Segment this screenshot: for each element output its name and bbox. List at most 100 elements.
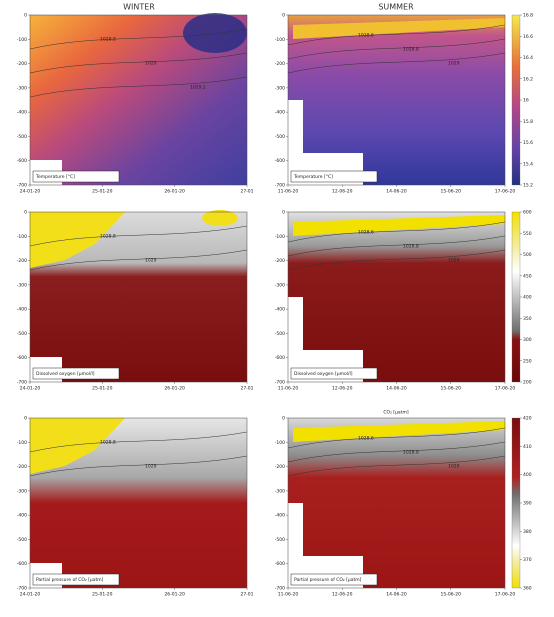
- y-tick-label: -300: [275, 282, 285, 288]
- isopycnal-label: 1028.6: [358, 230, 374, 236]
- y-tick-label: -200: [17, 258, 27, 264]
- y-tick-label: -300: [17, 282, 27, 288]
- isopycnal: [29, 28, 248, 50]
- colorbar-tick-label: 16.8: [523, 13, 533, 19]
- colorbar-tick-label: 200: [523, 380, 532, 386]
- plot-frame: [29, 417, 248, 589]
- isopycnal: [287, 427, 506, 449]
- isopycnal-label: 1028.8: [100, 37, 116, 43]
- y-tick-label: -700: [275, 586, 285, 592]
- x-tick-label: 26-01-20: [164, 386, 185, 392]
- label-box: [32, 170, 120, 183]
- colorbar-tick-label: 360: [523, 586, 532, 592]
- x-tick-label: 11-06-20: [278, 592, 299, 598]
- y-tick-label: -300: [17, 488, 27, 494]
- plot-frame: [29, 14, 248, 186]
- isopycnal-label: 1028.8: [100, 440, 116, 446]
- x-tick-label: 15-06-20: [441, 189, 462, 195]
- isopycnal-label: 1028.6: [358, 436, 374, 442]
- colorbar-tick-label: 400: [523, 472, 532, 478]
- label-box: [290, 573, 378, 586]
- y-tick-label: -100: [275, 234, 285, 240]
- heatmap-patch: [30, 212, 125, 268]
- y-tick-label: -200: [275, 61, 285, 67]
- heatmap-patch: [202, 210, 238, 226]
- colorbar: [511, 211, 521, 383]
- colorbar-tick-label: 300: [523, 337, 532, 343]
- y-tick-label: -400: [17, 307, 27, 313]
- isopycnal: [287, 441, 506, 463]
- isopycnal-label: 1029: [448, 61, 460, 67]
- isopycnal: [287, 24, 506, 46]
- isopycnal: [287, 52, 506, 74]
- blank-area: [288, 297, 303, 357]
- x-tick-label: 17-06-20: [495, 592, 516, 598]
- label-box: [32, 573, 120, 586]
- isopycnal-label: 1028.6: [358, 33, 374, 39]
- y-tick-label: -600: [17, 561, 27, 567]
- label-box: [290, 170, 378, 183]
- isopycnal-label: 1029: [145, 258, 157, 264]
- x-tick-label: 12-06-20: [332, 189, 353, 195]
- colorbar-tick-label: 450: [523, 273, 532, 279]
- label-box: [32, 367, 120, 380]
- y-tick-label: -500: [275, 537, 285, 543]
- x-tick-label: 27-01: [240, 592, 253, 598]
- colorbar-tick-label: 400: [523, 295, 532, 301]
- colorbar-tick-label: 420: [523, 416, 532, 422]
- panel-label: Temperature [°C]: [293, 174, 333, 180]
- colorbar-tick-label: 15.4: [523, 161, 533, 167]
- isopycnal: [29, 76, 248, 98]
- y-tick-label: -200: [275, 258, 285, 264]
- isopycnal: [29, 52, 248, 74]
- x-tick-label: 14-06-20: [386, 386, 407, 392]
- y-tick-label: -600: [275, 355, 285, 361]
- isopycnal: [29, 249, 248, 271]
- colorbar-tick-label: 16.4: [523, 55, 533, 61]
- colorbar-tick-label: 250: [523, 358, 532, 364]
- y-tick-label: 0: [282, 416, 285, 422]
- isopycnal-label: 1028.8: [100, 234, 116, 240]
- y-tick-label: -100: [17, 234, 27, 240]
- blank-area: [288, 100, 303, 160]
- y-tick-label: -200: [275, 464, 285, 470]
- x-tick-label: 15-06-20: [441, 386, 462, 392]
- y-tick-label: -100: [275, 37, 285, 43]
- y-tick-label: -100: [17, 37, 27, 43]
- x-tick-label: 17-06-20: [495, 386, 516, 392]
- colorbar-title: CO₂ [µatm]: [383, 410, 408, 416]
- x-tick-label: 26-01-20: [164, 592, 185, 598]
- colorbar: [511, 14, 521, 186]
- x-tick-label: 25-01-20: [92, 386, 113, 392]
- y-tick-label: -500: [17, 134, 27, 140]
- label-box: [290, 367, 378, 380]
- colorbar-tick-label: 370: [523, 557, 532, 563]
- x-tick-label: 24-01-20: [20, 189, 41, 195]
- y-tick-label: -100: [17, 440, 27, 446]
- y-tick-label: -600: [17, 355, 27, 361]
- x-tick-label: 26-01-20: [164, 189, 185, 195]
- y-tick-label: -700: [275, 183, 285, 189]
- y-tick-label: -500: [17, 537, 27, 543]
- y-tick-label: -300: [275, 85, 285, 91]
- x-tick-label: 27-01: [240, 386, 253, 392]
- x-tick-label: 11-06-20: [278, 189, 299, 195]
- y-tick-label: -300: [17, 85, 27, 91]
- colorbar: [511, 417, 521, 589]
- colorbar-tick-label: 15.2: [523, 183, 533, 189]
- x-tick-label: 11-06-20: [278, 386, 299, 392]
- isopycnal-label: 1028.8: [403, 47, 419, 53]
- column-title: SUMMER: [378, 3, 414, 12]
- y-tick-label: -400: [275, 110, 285, 116]
- y-tick-label: -400: [275, 513, 285, 519]
- x-tick-label: 24-01-20: [20, 386, 41, 392]
- isopycnal: [287, 235, 506, 257]
- colorbar-tick-label: 16.6: [523, 34, 533, 40]
- x-tick-label: 17-06-20: [495, 189, 516, 195]
- y-tick-label: -400: [275, 307, 285, 313]
- colorbar-tick-label: 410: [523, 444, 532, 450]
- isopycnal-label: 1028.8: [403, 450, 419, 456]
- plot-frame: [29, 211, 248, 383]
- colorbar-tick-label: 16.2: [523, 76, 533, 82]
